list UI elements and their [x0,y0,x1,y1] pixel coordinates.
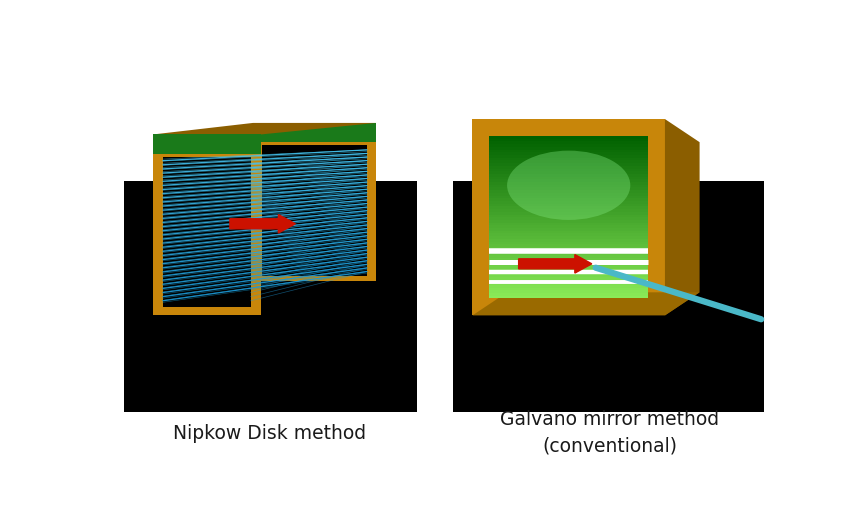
Polygon shape [489,155,648,158]
Polygon shape [489,223,648,225]
Polygon shape [489,225,648,228]
Polygon shape [489,179,648,182]
Polygon shape [489,201,648,204]
Polygon shape [489,136,648,138]
Polygon shape [489,271,648,274]
Polygon shape [489,204,648,206]
Polygon shape [489,296,648,298]
Polygon shape [489,138,648,142]
Polygon shape [665,119,700,315]
Polygon shape [489,174,648,177]
Polygon shape [489,244,648,247]
Polygon shape [489,158,648,160]
Polygon shape [489,285,648,288]
Polygon shape [489,277,648,280]
Polygon shape [489,142,648,144]
Polygon shape [489,252,648,255]
Polygon shape [489,263,648,266]
Polygon shape [489,255,648,258]
Polygon shape [489,182,648,185]
Polygon shape [262,145,367,276]
Polygon shape [124,181,417,412]
Polygon shape [489,209,648,212]
Polygon shape [489,266,648,269]
Polygon shape [489,293,648,296]
Polygon shape [489,144,648,147]
Text: Galvano mirror method
(conventional): Galvano mirror method (conventional) [500,410,719,456]
Polygon shape [489,231,648,234]
Ellipse shape [507,151,630,220]
Polygon shape [489,206,648,209]
Polygon shape [489,217,648,220]
Polygon shape [489,196,648,198]
Polygon shape [489,288,648,290]
Polygon shape [489,269,648,271]
Polygon shape [489,190,648,193]
Polygon shape [489,150,648,152]
Polygon shape [473,292,700,315]
Polygon shape [489,247,648,250]
FancyArrow shape [518,254,592,273]
Polygon shape [489,290,648,293]
Polygon shape [489,177,648,179]
Polygon shape [153,123,376,134]
Polygon shape [489,171,648,174]
Polygon shape [489,234,648,236]
Polygon shape [489,258,648,261]
Polygon shape [489,261,648,263]
Polygon shape [163,157,251,307]
Polygon shape [489,215,648,217]
Polygon shape [489,147,648,150]
Polygon shape [489,160,648,163]
Polygon shape [489,193,648,196]
Polygon shape [489,166,648,169]
Polygon shape [489,282,648,285]
Polygon shape [453,181,764,412]
Polygon shape [153,134,261,154]
Polygon shape [489,188,648,190]
Polygon shape [489,236,648,239]
FancyArrow shape [230,215,296,233]
Polygon shape [253,123,376,281]
Polygon shape [489,250,648,252]
Polygon shape [489,152,648,155]
Polygon shape [489,274,648,277]
Polygon shape [153,134,261,315]
Polygon shape [489,280,648,282]
Polygon shape [489,198,648,201]
Text: Nipkow Disk method: Nipkow Disk method [173,424,367,443]
Polygon shape [489,242,648,244]
Polygon shape [489,163,648,166]
Polygon shape [489,169,648,171]
Polygon shape [473,119,665,315]
Polygon shape [489,228,648,231]
Polygon shape [489,239,648,242]
Polygon shape [489,185,648,188]
Polygon shape [489,212,648,215]
Polygon shape [489,220,648,223]
Polygon shape [253,123,376,142]
